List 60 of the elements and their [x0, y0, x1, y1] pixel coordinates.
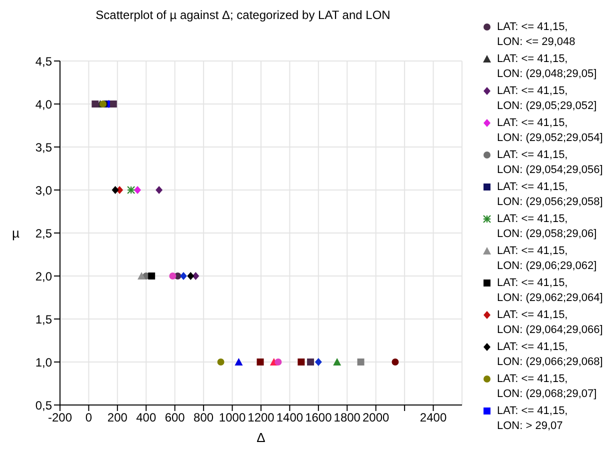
point	[100, 100, 107, 108]
point	[138, 272, 146, 280]
point	[314, 358, 322, 366]
point	[217, 358, 224, 366]
y-tick-label: 1,5	[35, 312, 52, 326]
x-tick-label: -200	[48, 410, 72, 425]
x-tick-label: 600	[164, 410, 186, 425]
legend-label: LAT: <= 41,15, LON: (29,064;29,066]	[497, 308, 603, 338]
y-tick-label: 3,0	[35, 183, 52, 198]
x-tick-label: 200	[107, 410, 128, 425]
chart-title: Scatterplot of µ against Δ; categorized by LAT and LON	[94, 8, 392, 22]
x-axis-title: Δ	[256, 430, 266, 445]
legend-label: LAT: <= 41,15, LON: > 29,07	[497, 404, 568, 434]
point	[126, 186, 136, 194]
legend-label: LAT: <= 41,15, LON: (29,058;29,06]	[497, 212, 597, 242]
point	[148, 272, 156, 280]
legend-label: LAT: <= 41,15, LON: (29,068;29,07]	[497, 372, 597, 402]
x-tick-label: 800	[194, 410, 214, 425]
y-tick-label: 1,0	[35, 355, 52, 370]
point	[134, 186, 142, 194]
point	[92, 100, 99, 108]
point	[156, 186, 163, 194]
x-tick-label: 1400	[276, 410, 304, 425]
y-tick-label: 2,5	[35, 226, 52, 240]
y-tick-label: 4,0	[35, 97, 52, 112]
legend-label: LAT: <= 41,15, LON: (29,066;29,068]	[497, 340, 603, 370]
legend-label: LAT: <= 41,15, LON: (29,048;29,05]	[497, 52, 597, 82]
legend-label: LAT: <= 41,15, LON: (29,062;29,064]	[497, 276, 603, 306]
x-tick-label: 1600	[305, 410, 332, 425]
y-tick-label: 0,5	[35, 398, 52, 412]
legend-label: LAT: <= 41,15, LON: (29,056;29,058]	[497, 180, 603, 210]
legend-label: LAT: <= 41,15, LON: (29,052;29,054]	[497, 116, 603, 146]
y-tick-label: 3,5	[35, 140, 52, 154]
point	[180, 272, 187, 280]
x-tick-label: 1000	[218, 410, 246, 425]
point	[307, 358, 314, 366]
x-tick-label: 0	[85, 410, 92, 425]
point	[234, 358, 243, 366]
y-tick-label: 2,0	[35, 269, 52, 284]
point	[357, 358, 364, 366]
point	[392, 358, 399, 366]
x-tick-label: 2000	[362, 410, 390, 425]
point	[169, 272, 176, 280]
x-tick-label: 400	[136, 410, 156, 425]
point	[333, 358, 342, 366]
point	[112, 186, 119, 194]
point	[187, 272, 194, 280]
legend-label: LAT: <= 41,15, LON: (29,05;29,052]	[497, 84, 597, 114]
x-tick-label: 1800	[334, 410, 361, 425]
point	[110, 100, 117, 108]
x-tick-label: 1200	[248, 410, 275, 425]
legend-label: LAT: <= 41,15, LON: (29,06;29,062]	[497, 244, 597, 274]
y-tick-label: 4,5	[35, 54, 52, 68]
y-axis-title: µ	[12, 226, 20, 241]
point	[274, 358, 282, 366]
x-tick-label: 2400	[420, 410, 447, 425]
legend-label: LAT: <= 41,15, LON: (29,054;29,056]	[497, 148, 603, 178]
legend-label: LAT: <= 41,15, LON: <= 29,048	[497, 20, 576, 50]
point	[256, 358, 264, 366]
point	[298, 358, 305, 366]
